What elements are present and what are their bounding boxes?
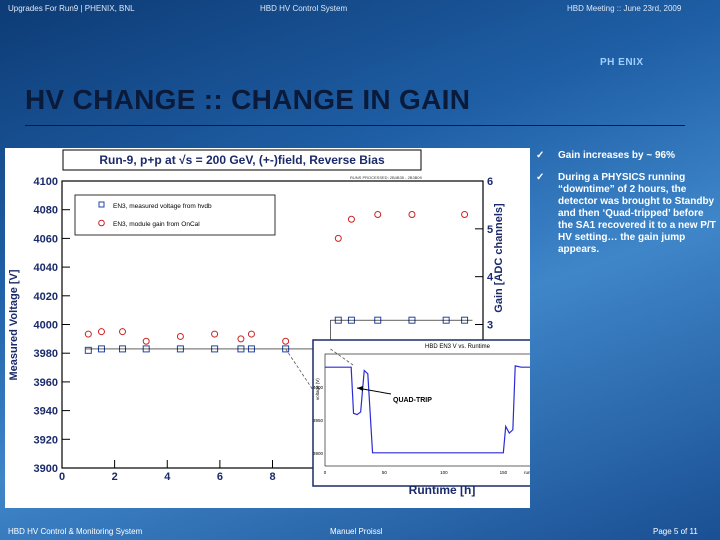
header-center: HBD HV Control System: [260, 4, 348, 13]
gain-point: [347, 215, 355, 223]
gain-point: [334, 234, 342, 242]
bullet-text: Gain increases by ~ 96%: [558, 150, 676, 161]
voltage-point: [84, 346, 92, 354]
bullet-list: ✓ Gain increases by ~ 96% ✓ During a PHY…: [536, 150, 716, 266]
gain-point: [374, 210, 382, 218]
inset-x-label: runtime (min): [524, 470, 530, 475]
gain-point: [84, 330, 92, 338]
checkmark-icon: ✓: [536, 172, 545, 183]
bullet-item: ✓ During a PHYSICS running “downtime” of…: [536, 172, 716, 256]
gain-point: [119, 328, 127, 336]
y2-tick-label: 6: [487, 176, 493, 188]
inset-y-tick-label: 4000: [313, 385, 324, 390]
inset-title: HBD EN3 V vs. Runtime: [425, 344, 491, 350]
y-tick-label: 4080: [34, 205, 58, 217]
x-tick-label: 6: [217, 471, 223, 483]
header-right: HBD Meeting :: June 23rd, 2009: [567, 4, 682, 13]
inset-series-line: [325, 365, 534, 454]
inset-connector-line: [285, 348, 314, 391]
y-tick-label: 3920: [34, 434, 58, 446]
y-axis-label: Measured Voltage [V]: [8, 269, 20, 380]
y2-tick-label: 5: [487, 224, 493, 236]
chart-panel: Run-9, p+p at √s = 200 GeV, (+-)field, R…: [5, 148, 552, 508]
y-tick-label: 4020: [34, 291, 58, 303]
legend-circle-marker: [98, 219, 105, 227]
y-tick-label: 4060: [34, 233, 58, 245]
inset-x-tick-label: 150: [500, 470, 508, 475]
y2-tick-label: 3: [487, 320, 493, 332]
checkmark-icon: ✓: [536, 150, 545, 161]
inset-y-tick-label: 3950: [313, 418, 324, 423]
inset-x-tick-label: 50: [382, 470, 388, 475]
gain-point: [176, 332, 184, 340]
inset-y-label: voltage (V): [315, 378, 320, 400]
inset-frame: [312, 339, 552, 487]
x-tick-label: 2: [112, 471, 118, 483]
legend-label: EN3, measured voltage from hvdb: [113, 203, 212, 210]
quad-trip-annotation: QUAD-TRIP: [393, 397, 432, 404]
bullet-item: ✓ Gain increases by ~ 96%: [536, 150, 716, 162]
gain-point: [237, 335, 245, 343]
legend-label: EN3, module gain from OnCal: [113, 221, 200, 228]
header-left: Upgrades For Run9 | PHENIX, BNL: [8, 4, 135, 13]
chart-svg: Run-9, p+p at √s = 200 GeV, (+-)field, R…: [8, 149, 552, 497]
y-tick-label: 3900: [34, 463, 58, 475]
y2-axis-label: Gain [ADC channels]: [493, 203, 505, 313]
gain-point: [97, 328, 105, 336]
inset-x-tick-label: 0: [324, 470, 327, 475]
gain-point: [461, 210, 469, 218]
gain-point: [247, 330, 255, 338]
inset-y-tick-label: 3900: [313, 451, 324, 456]
legend-box: [74, 194, 276, 236]
y-tick-label: 4000: [34, 320, 58, 332]
footer-right: Page 5 of 11: [653, 527, 698, 536]
gain-point: [408, 210, 416, 218]
y-tick-label: 3960: [34, 377, 58, 389]
gain-point: [142, 337, 150, 345]
y-tick-label: 3940: [34, 406, 58, 418]
y-tick-label: 4100: [34, 176, 58, 188]
chart-title: Run-9, p+p at √s = 200 GeV, (+-)field, R…: [99, 153, 385, 167]
chart-title-box: [62, 149, 422, 171]
y-tick-label: 4040: [34, 262, 58, 274]
slide-title: HV CHANGE :: CHANGE IN GAIN: [25, 84, 471, 115]
legend-square-marker: [98, 201, 105, 208]
phenix-logo: PH ENIX: [600, 57, 644, 68]
title-divider: [25, 125, 685, 126]
gain-point: [211, 330, 219, 338]
y2-tick-label: 4: [487, 272, 494, 284]
x-tick-label: 0: [59, 471, 65, 483]
x-tick-label: 8: [269, 471, 275, 483]
footer-center: Manuel Proissl: [330, 527, 383, 536]
annotation-arrowhead: [357, 386, 363, 391]
runs-note: RUNS PROCESSED: 2B4B35 - 2B3B09: [350, 175, 423, 180]
gain-point: [282, 337, 290, 345]
x-tick-label: 4: [164, 471, 171, 483]
bullet-text: During a PHYSICS running “downtime” of 2…: [558, 172, 716, 255]
inset-x-tick-label: 100: [440, 470, 448, 475]
y-tick-label: 3980: [34, 348, 58, 360]
footer-left: HBD HV Control & Monitoring System: [8, 527, 143, 536]
